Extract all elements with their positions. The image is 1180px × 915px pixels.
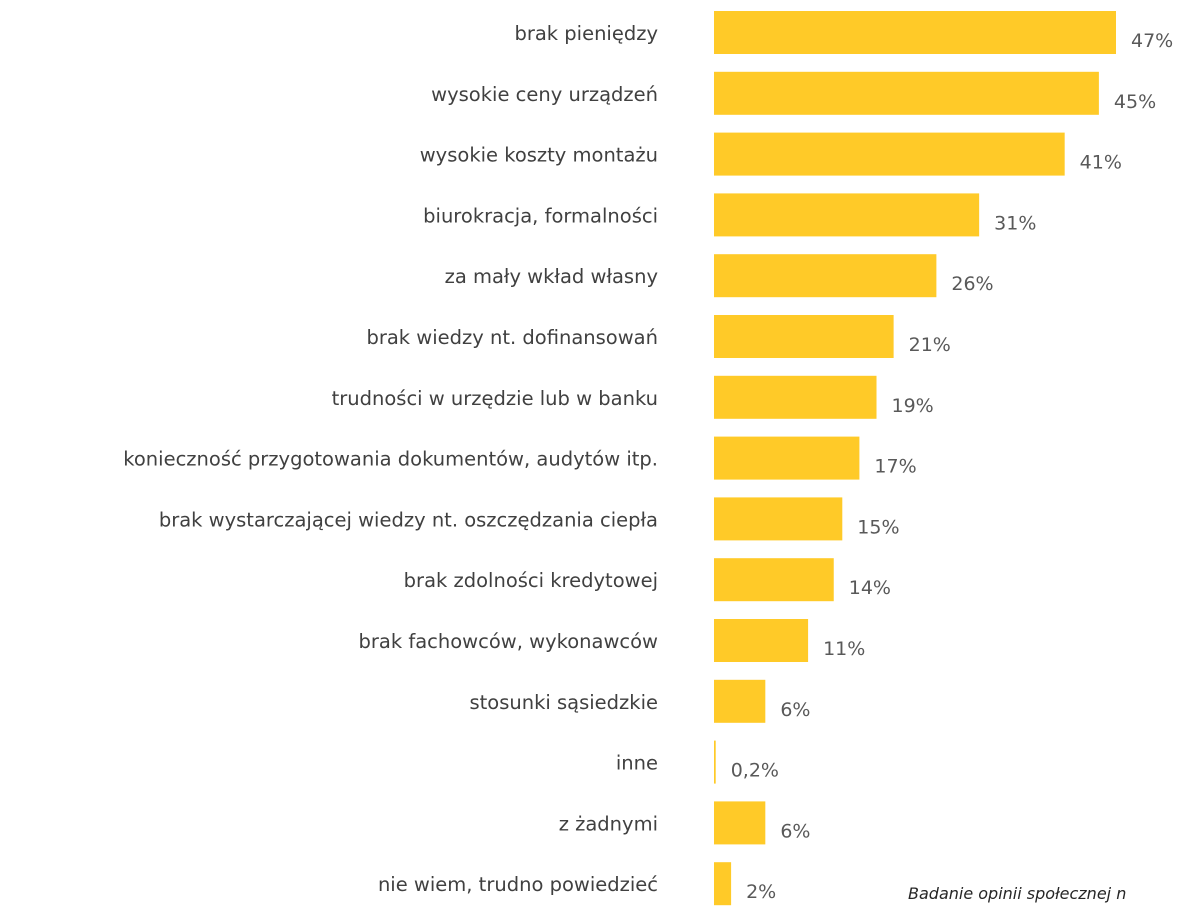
category-label: konieczność przygotowania dokumentów, au… [123,448,658,471]
value-label: 47% [1131,30,1173,52]
value-labels: 47% 45% 41% 31% 26% 21% 19% 17% 15% 14% 11% 6% 0,2% 6… [731,30,1174,903]
category-label: trudności w urzędzie lub w banku [332,387,658,410]
bar [714,740,716,784]
value-label: 15% [857,516,899,538]
category-label: z żadnymi [559,812,658,835]
category-label: nie wiem, trudno powiedzieć [378,873,658,896]
bar [714,193,980,237]
bar [714,254,937,298]
value-label: 41% [1080,152,1122,174]
category-label: biurokracja, formalności [423,204,658,227]
bar [714,619,809,662]
value-label: 11% [823,638,865,660]
value-label: 26% [951,273,993,295]
category-label: brak wystarczającej wiedzy nt. oszczędza… [159,508,658,531]
bar [714,11,1116,54]
value-label: 17% [874,456,916,478]
category-label: za mały wkład własny [445,265,658,288]
value-label: 31% [994,212,1036,234]
bar [714,375,877,419]
value-label: 2% [746,881,776,903]
category-label: inne [616,752,658,775]
bar [714,132,1065,176]
category-label: brak wiedzy nt. dofinansowań [366,326,658,349]
bar [714,679,766,723]
category-label: brak zdolności kredytowej [404,569,658,592]
category-label: stosunki sąsiedzkie [469,691,658,714]
category-label: brak fachowców, wykonawców [359,630,659,653]
bar [714,436,860,480]
category-label: wysokie koszty montażu [420,144,658,167]
category-label: brak pieniędzy [514,22,658,45]
value-label: 14% [849,577,891,599]
value-label: 19% [892,395,934,417]
category-labels: brak pieniędzy wysokie ceny urządzeń wysok… [123,22,658,896]
bar [714,862,732,906]
bar [714,315,894,358]
value-label: 21% [909,334,951,356]
bar [714,558,834,602]
value-label: 45% [1114,91,1156,113]
category-label: wysokie ceny urządzeń [431,83,658,106]
value-label: 6% [780,699,810,721]
bar [714,497,843,541]
source-footnote: Badanie opinii społecznej n [908,884,1127,903]
bar [714,801,766,845]
value-label: 6% [780,820,810,842]
value-label: 0,2% [731,760,779,782]
bar [714,71,1099,115]
bars [714,11,1116,906]
